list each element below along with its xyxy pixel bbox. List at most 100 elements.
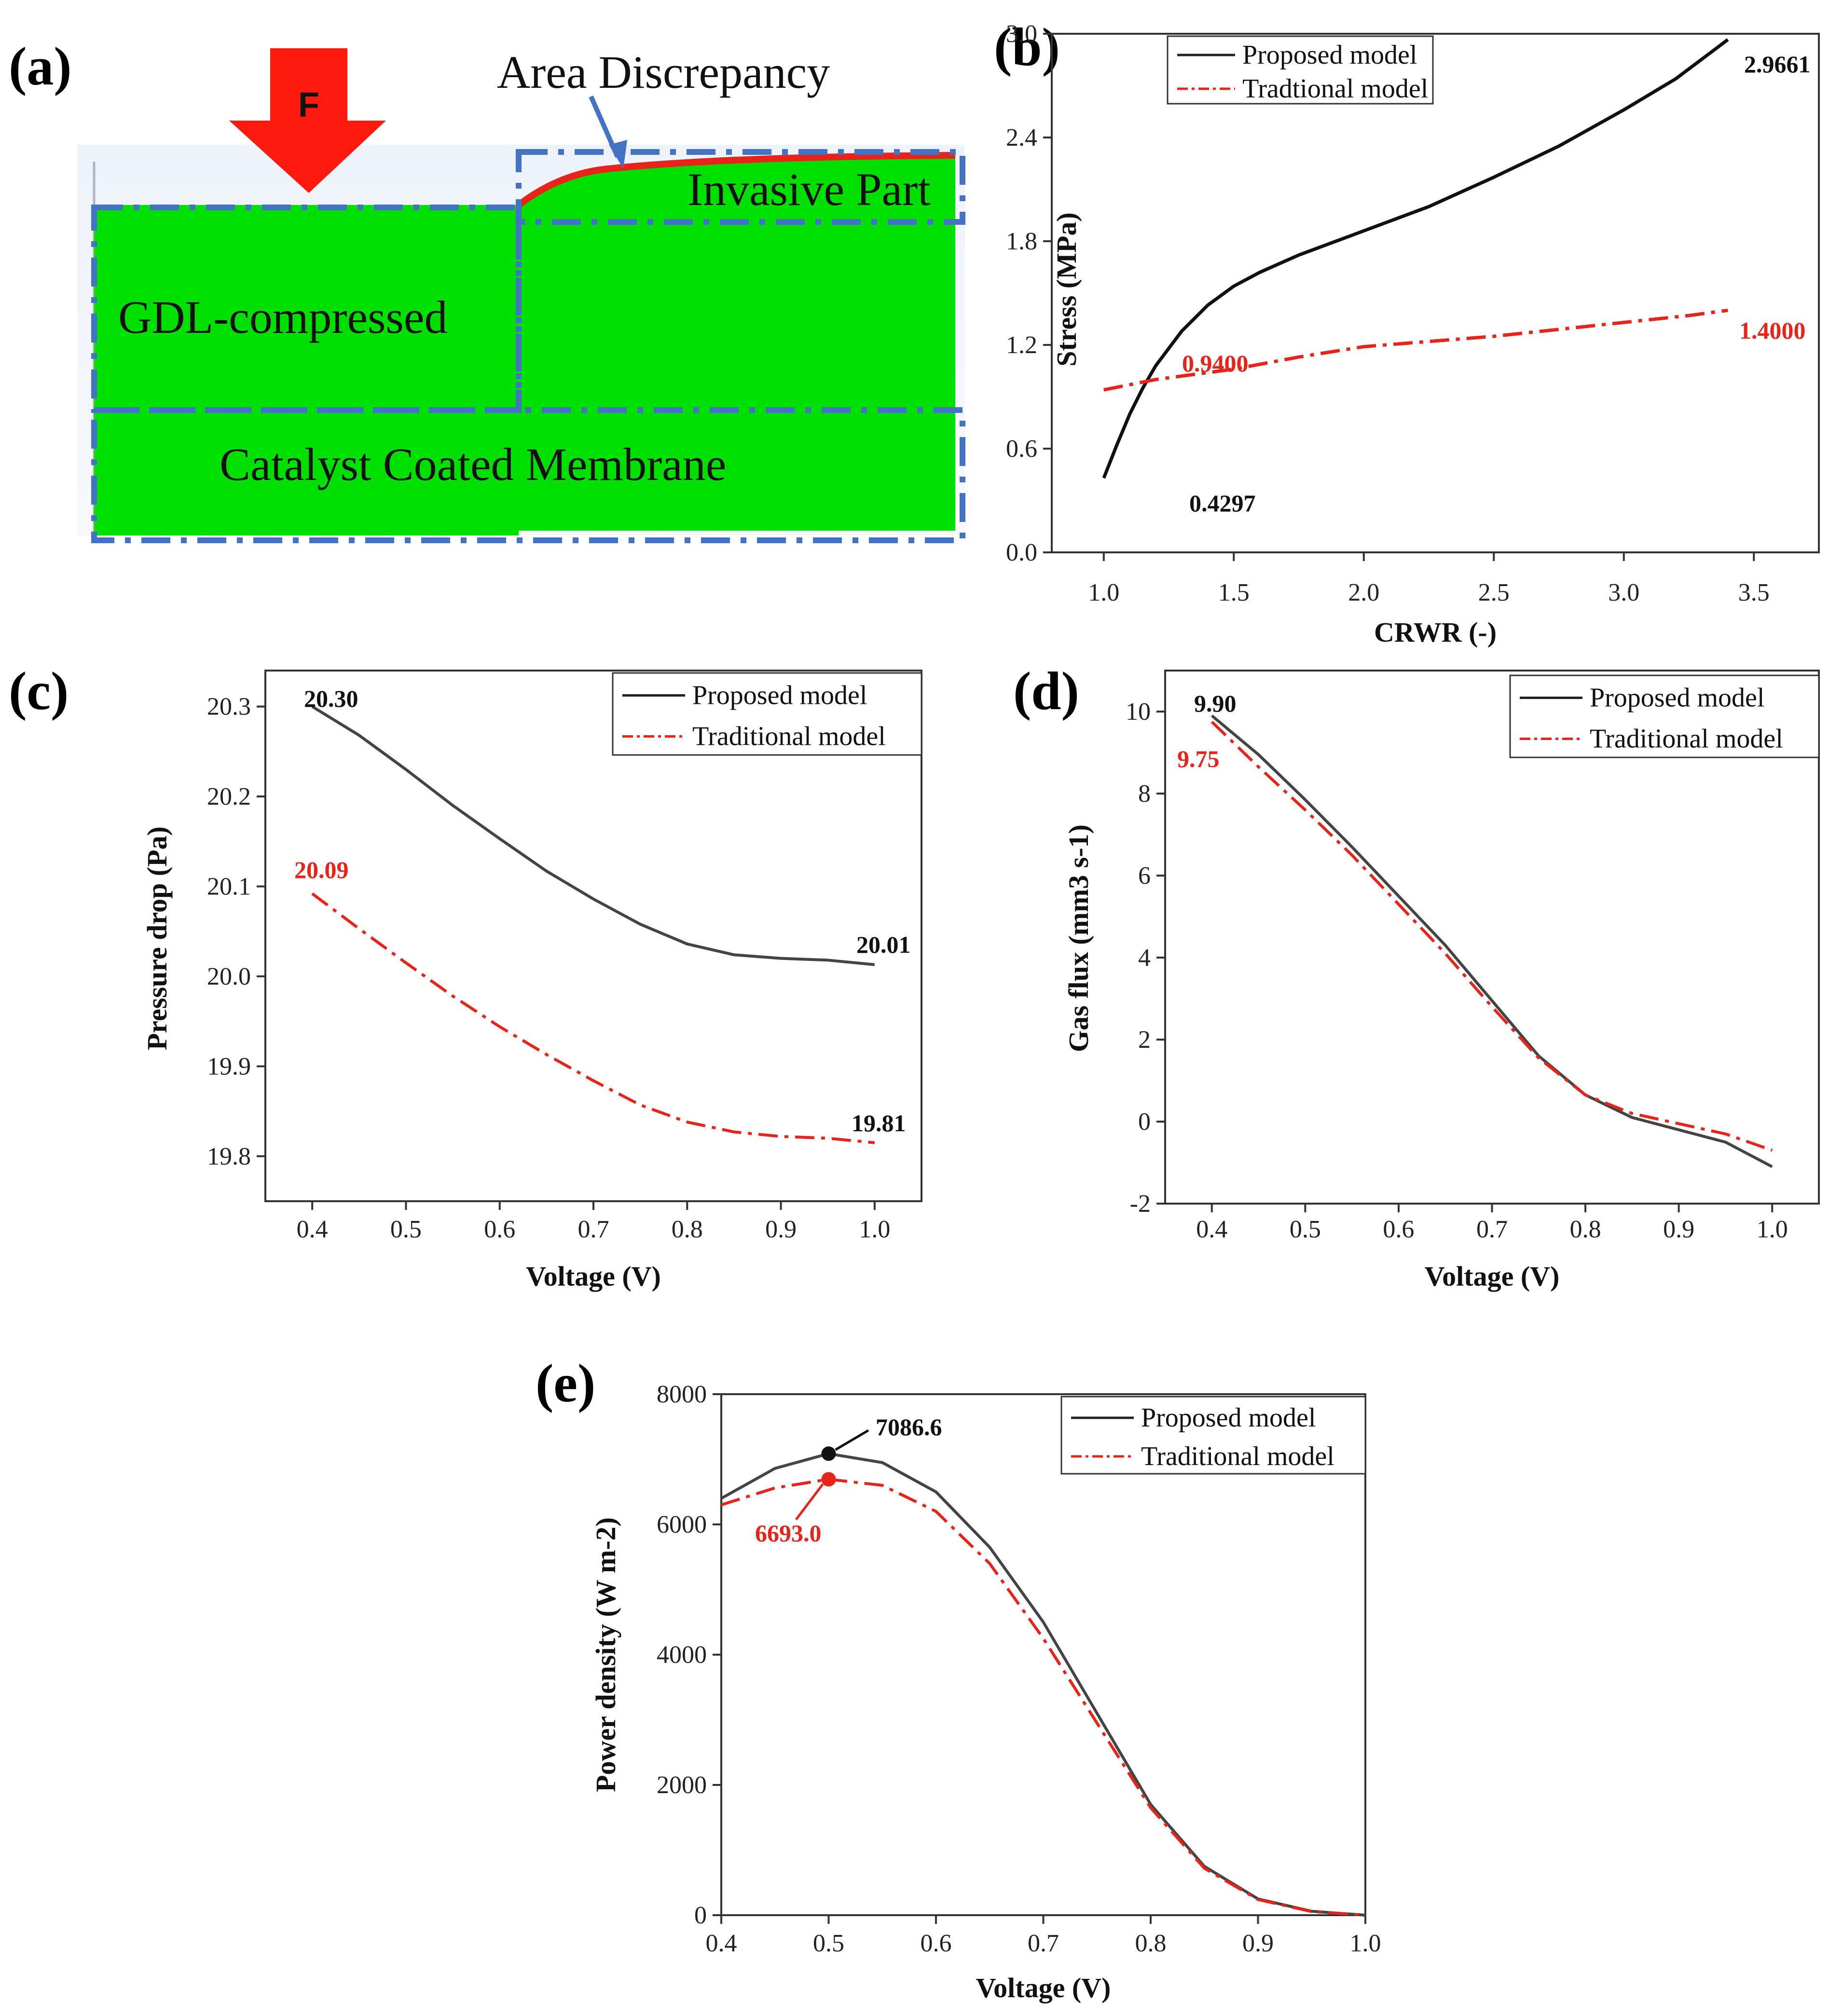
y-tick-label: 6000 <box>657 1511 707 1538</box>
x-axis-title: Voltage (V) <box>976 1972 1111 2003</box>
series-line-proposed <box>311 705 875 966</box>
y-axis-title: Power density (W m-2) <box>590 1517 621 1792</box>
x-tick-label: 3.0 <box>1608 579 1639 606</box>
x-tick-label: 0.6 <box>484 1216 515 1243</box>
y-tick-label: 20.1 <box>207 873 251 900</box>
x-tick-label: 3.5 <box>1738 579 1770 606</box>
x-tick-label: 1.0 <box>1350 1930 1381 1957</box>
invasive-part-region <box>519 155 955 531</box>
data-annotation: 1.4000 <box>1739 317 1806 344</box>
y-tick-label: 3.0 <box>1006 20 1037 48</box>
area-discrepancy-arrowhead-icon <box>609 140 627 169</box>
peak-pointer-traditional <box>795 1483 824 1521</box>
y-tick-label: 2 <box>1138 1026 1151 1054</box>
x-tick-label: 0.5 <box>390 1216 422 1243</box>
y-tick-label: -2 <box>1130 1190 1151 1218</box>
y-tick-label: 20.0 <box>207 963 251 990</box>
data-annotation: 20.09 <box>294 856 349 883</box>
legend-box <box>1509 674 1820 758</box>
data-annotation: 9.90 <box>1194 690 1237 717</box>
y-tick-label: 6 <box>1138 862 1151 890</box>
legend-box <box>612 672 922 756</box>
data-annotation: 9.75 <box>1177 745 1220 772</box>
x-tick-label: 0.8 <box>1570 1216 1601 1243</box>
y-tick-label: 10 <box>1126 698 1151 726</box>
chart-e: (e) 0.4 0.5 0.6 0.7 0.8 0.9 1.0 0 2000 4000 6000 80… <box>536 1354 1381 2003</box>
legend-box <box>1060 1396 1366 1475</box>
data-annotation: 2.9661 <box>1744 51 1811 78</box>
series-line-traditional <box>311 892 875 1144</box>
area-discrepancy-curve <box>516 152 956 208</box>
x-tick-label: 0.7 <box>1476 1216 1508 1243</box>
ccm-label: Catalyst Coated Membrane <box>220 439 726 490</box>
x-tick-label: 0.6 <box>1383 1216 1414 1243</box>
y-tick-label: 1.2 <box>1006 331 1037 359</box>
x-axis-title: CRWR (-) <box>1374 617 1497 648</box>
x-tick-label: 0.5 <box>1290 1216 1321 1243</box>
y-tick-label: 8 <box>1138 780 1151 808</box>
x-tick-label: 0.4 <box>706 1930 737 1957</box>
panel-label-c: (c) <box>9 661 69 721</box>
dashed-region-boxes <box>91 149 965 543</box>
chart-b: (b) 1.0 1.5 2.0 2.5 3.0 3.5 0.0 0.6 1.2 1.8 2.4 3.0… <box>994 17 1820 648</box>
legend-label: Proposed model <box>1141 1403 1316 1433</box>
x-tick-label: 0.5 <box>813 1930 844 1957</box>
x-tick-label: 0.7 <box>1028 1930 1059 1957</box>
data-annotation: 20.30 <box>304 685 358 712</box>
invasive-box <box>516 149 965 225</box>
y-axis-title: Gas flux (mm3 s-1) <box>1063 824 1094 1052</box>
x-axis-title: Voltage (V) <box>526 1261 661 1292</box>
y-tick-label: 0 <box>694 1902 707 1929</box>
y-tick-label: 4 <box>1138 944 1151 972</box>
legend-label: Traditional model <box>692 722 886 752</box>
panel-label-b: (b) <box>994 17 1060 77</box>
chart-d: (d) 0.4 0.5 0.6 0.7 0.8 0.9 1.0 -2 0 2 4 6 8 10 Voltag… <box>1013 661 1820 1292</box>
y-tick-label: 8000 <box>657 1381 707 1408</box>
series-line-traditional <box>1210 721 1773 1152</box>
data-annotation: 6693.0 <box>755 1520 822 1547</box>
ccm-box <box>91 407 965 543</box>
data-annotation: 7086.6 <box>876 1413 942 1440</box>
y-tick-label: 19.9 <box>207 1053 251 1080</box>
y-axis-title: Pressure drop (Pa) <box>141 826 173 1050</box>
legend-label: Tradtional model <box>1242 74 1428 104</box>
series-line-proposed <box>1102 38 1729 479</box>
x-tick-label: 1.0 <box>859 1216 890 1243</box>
x-tick-label: 0.9 <box>1663 1216 1694 1243</box>
y-tick-label: 4000 <box>657 1641 707 1669</box>
legend-box <box>1167 35 1434 105</box>
y-tick-label: 20.2 <box>207 783 251 810</box>
series-line-proposed <box>1210 714 1773 1168</box>
x-tick-label: 0.7 <box>578 1216 609 1243</box>
data-annotation: 0.4297 <box>1189 490 1256 517</box>
panel-a-diagram: (a) F Area Discrepancy Invasive Part GDL… <box>9 37 965 543</box>
x-tick-label: 0.8 <box>672 1216 703 1243</box>
x-tick-label: 0.8 <box>1135 1930 1167 1957</box>
peak-marker <box>821 1472 836 1487</box>
legend-label: Proposed model <box>1242 40 1417 70</box>
data-annotation: 20.01 <box>856 931 911 958</box>
panel-label-e: (e) <box>536 1354 595 1413</box>
gdl-compressed-region <box>94 205 519 535</box>
x-tick-label: 2.0 <box>1348 579 1379 606</box>
peak-pointer-proposed <box>835 1429 869 1451</box>
legend-label: Traditional model <box>1590 724 1783 754</box>
peak-marker <box>821 1446 836 1461</box>
x-tick-label: 2.5 <box>1478 579 1510 606</box>
panel-label-a: (a) <box>9 37 72 96</box>
force-arrow-icon <box>229 48 386 193</box>
y-tick-label: 0.6 <box>1006 435 1037 463</box>
x-tick-label: 0.6 <box>921 1930 952 1957</box>
area-discrepancy-label: Area Discrepancy <box>497 46 830 98</box>
y-tick-label: 2000 <box>657 1771 707 1799</box>
y-tick-label: 19.8 <box>207 1143 251 1170</box>
legend-label: Proposed model <box>1590 683 1764 713</box>
x-axis-title: Voltage (V) <box>1425 1261 1560 1292</box>
legend-label: Traditional model <box>1141 1441 1334 1471</box>
invasive-part-label: Invasive Part <box>688 164 931 215</box>
plot-frame <box>1051 33 1820 553</box>
data-annotation: 0.9400 <box>1182 350 1249 377</box>
x-tick-label: 1.0 <box>1757 1216 1788 1243</box>
y-tick-label: 0.0 <box>1006 539 1037 566</box>
